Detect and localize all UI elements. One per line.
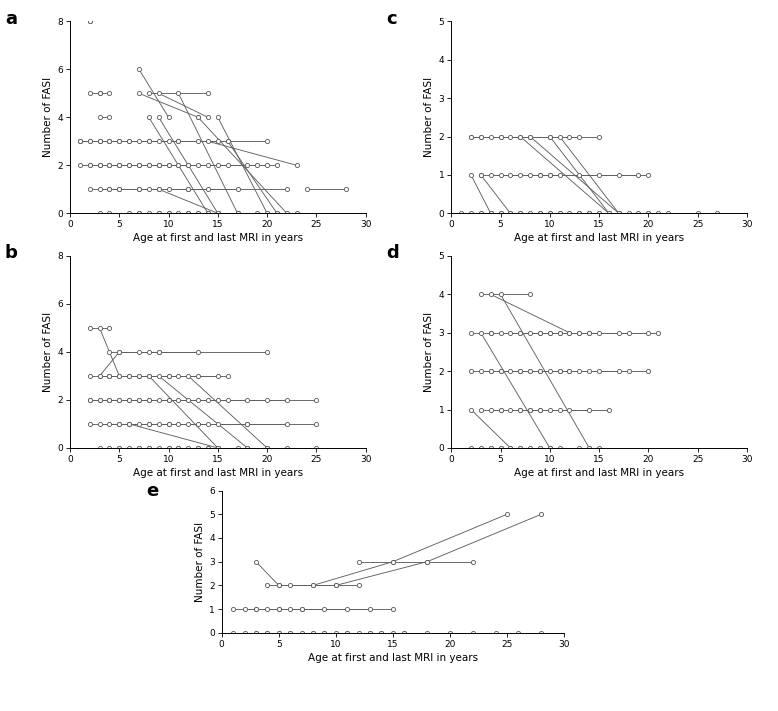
Text: c: c: [386, 10, 397, 28]
Y-axis label: Number of FASI: Number of FASI: [424, 312, 434, 392]
Text: a: a: [5, 10, 17, 28]
X-axis label: Age at first and last MRI in years: Age at first and last MRI in years: [514, 233, 684, 243]
X-axis label: Age at first and last MRI in years: Age at first and last MRI in years: [308, 653, 478, 663]
Text: b: b: [5, 245, 18, 262]
Y-axis label: Number of FASI: Number of FASI: [194, 522, 205, 602]
Y-axis label: Number of FASI: Number of FASI: [43, 312, 53, 392]
Text: d: d: [386, 245, 399, 262]
X-axis label: Age at first and last MRI in years: Age at first and last MRI in years: [514, 468, 684, 478]
Y-axis label: Number of FASI: Number of FASI: [43, 77, 53, 157]
X-axis label: Age at first and last MRI in years: Age at first and last MRI in years: [133, 233, 303, 243]
Y-axis label: Number of FASI: Number of FASI: [424, 77, 434, 157]
X-axis label: Age at first and last MRI in years: Age at first and last MRI in years: [133, 468, 303, 478]
Text: e: e: [146, 482, 159, 500]
